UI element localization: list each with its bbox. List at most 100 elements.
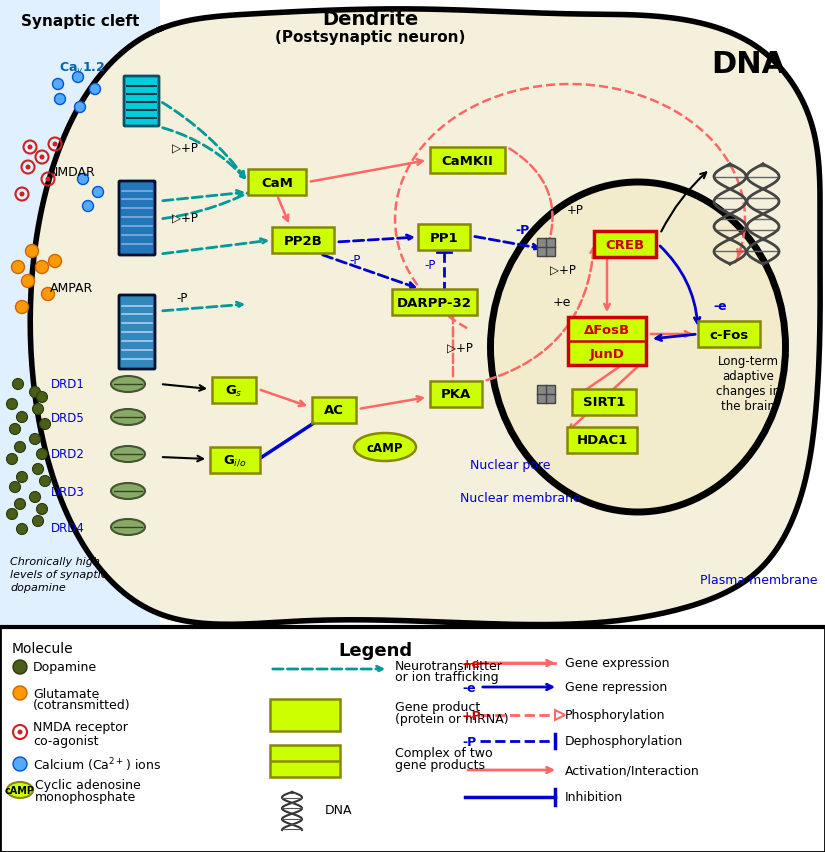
Text: +P: +P xyxy=(462,709,482,722)
Bar xyxy=(418,225,470,250)
Bar xyxy=(210,447,260,474)
Circle shape xyxy=(26,245,39,258)
Circle shape xyxy=(41,288,54,301)
Circle shape xyxy=(73,72,83,83)
Ellipse shape xyxy=(111,520,145,535)
Text: -P: -P xyxy=(349,253,361,266)
Circle shape xyxy=(89,84,101,95)
Text: Cyclic adenosine: Cyclic adenosine xyxy=(35,779,141,792)
Ellipse shape xyxy=(111,377,145,393)
Circle shape xyxy=(49,256,62,268)
Text: -e: -e xyxy=(713,299,727,312)
Text: DNA: DNA xyxy=(711,50,785,79)
Bar xyxy=(594,232,656,257)
Text: Plasma membrane: Plasma membrane xyxy=(700,573,818,586)
Bar xyxy=(392,290,477,315)
Bar xyxy=(537,386,555,404)
Bar xyxy=(572,389,636,416)
Circle shape xyxy=(13,686,27,700)
Text: +e: +e xyxy=(462,657,481,670)
Circle shape xyxy=(32,464,44,475)
Text: DRD5: DRD5 xyxy=(51,411,85,424)
Text: Dendrite: Dendrite xyxy=(322,10,418,29)
Bar xyxy=(537,239,555,256)
Ellipse shape xyxy=(111,410,145,425)
Text: +P: +P xyxy=(567,204,583,216)
Text: SIRT1: SIRT1 xyxy=(582,396,625,409)
Circle shape xyxy=(15,442,26,453)
Bar xyxy=(212,377,256,404)
Text: or ion trafficking: or ion trafficking xyxy=(395,671,498,683)
Bar xyxy=(0,0,160,627)
Bar xyxy=(0,0,825,627)
Text: co-agonist: co-agonist xyxy=(33,734,98,746)
Text: ▷+P: ▷+P xyxy=(447,341,473,354)
Circle shape xyxy=(16,412,27,423)
Circle shape xyxy=(16,301,29,314)
FancyBboxPatch shape xyxy=(124,77,159,127)
Text: -e: -e xyxy=(462,681,476,694)
Text: CaM: CaM xyxy=(261,176,293,189)
Text: -P: -P xyxy=(424,258,436,271)
Text: -P: -P xyxy=(462,734,476,747)
Text: G$_{i/o}$: G$_{i/o}$ xyxy=(223,453,247,468)
Text: DRD3: DRD3 xyxy=(51,485,85,498)
Text: Nuclear membrane: Nuclear membrane xyxy=(460,491,580,504)
Ellipse shape xyxy=(491,183,785,512)
Text: NMDAR: NMDAR xyxy=(49,165,96,178)
Text: G$_s$: G$_s$ xyxy=(225,383,243,398)
Circle shape xyxy=(54,95,65,106)
Circle shape xyxy=(40,419,50,430)
Circle shape xyxy=(40,155,45,160)
Circle shape xyxy=(17,729,22,734)
Text: NMDA receptor: NMDA receptor xyxy=(33,721,128,734)
Circle shape xyxy=(74,102,86,113)
Circle shape xyxy=(26,165,31,170)
Text: PKA: PKA xyxy=(441,388,471,401)
Circle shape xyxy=(40,476,50,487)
Circle shape xyxy=(35,262,49,274)
Circle shape xyxy=(82,201,93,212)
Text: AC: AC xyxy=(324,404,344,417)
Text: DARPP-32: DARPP-32 xyxy=(397,296,472,309)
Circle shape xyxy=(10,424,21,435)
Circle shape xyxy=(27,146,32,150)
Text: c-Fos: c-Fos xyxy=(710,328,748,341)
Text: gene products: gene products xyxy=(395,758,485,772)
Bar xyxy=(0,627,825,852)
Text: -P: -P xyxy=(515,223,529,236)
Circle shape xyxy=(12,379,23,390)
Text: Nuclear pore: Nuclear pore xyxy=(469,458,550,471)
Circle shape xyxy=(10,482,21,493)
Text: Gene repression: Gene repression xyxy=(565,681,667,694)
Circle shape xyxy=(53,142,58,147)
Text: Calcium (Ca$^{2+}$) ions: Calcium (Ca$^{2+}$) ions xyxy=(33,756,161,773)
Text: Chronically high: Chronically high xyxy=(10,556,100,567)
Circle shape xyxy=(15,499,26,509)
Text: -P: -P xyxy=(177,291,188,304)
FancyBboxPatch shape xyxy=(119,296,155,370)
Text: Synaptic cleft: Synaptic cleft xyxy=(21,14,139,29)
Polygon shape xyxy=(555,711,565,720)
Text: ΔFosB: ΔFosB xyxy=(584,323,630,336)
Text: CaMKII: CaMKII xyxy=(441,154,493,167)
Text: (Postsynaptic neuron): (Postsynaptic neuron) xyxy=(275,30,465,45)
Text: AMPAR: AMPAR xyxy=(50,281,93,294)
Polygon shape xyxy=(31,10,820,625)
Text: ▷+P: ▷+P xyxy=(550,263,576,276)
Circle shape xyxy=(78,175,88,185)
Circle shape xyxy=(30,387,40,398)
Circle shape xyxy=(12,262,25,274)
Bar xyxy=(567,428,637,453)
Text: Ca$_v$1.2: Ca$_v$1.2 xyxy=(59,60,105,76)
Text: Dephosphorylation: Dephosphorylation xyxy=(565,734,683,747)
Text: PP2B: PP2B xyxy=(284,234,323,247)
Text: Neurotransmitter: Neurotransmitter xyxy=(395,659,503,671)
Circle shape xyxy=(7,399,17,410)
Text: ▷+P: ▷+P xyxy=(172,211,198,224)
Text: Molecule: Molecule xyxy=(12,642,73,655)
Circle shape xyxy=(92,187,103,199)
Text: Phosphorylation: Phosphorylation xyxy=(565,709,666,722)
Ellipse shape xyxy=(354,434,416,462)
Text: Glutamate: Glutamate xyxy=(33,687,99,699)
